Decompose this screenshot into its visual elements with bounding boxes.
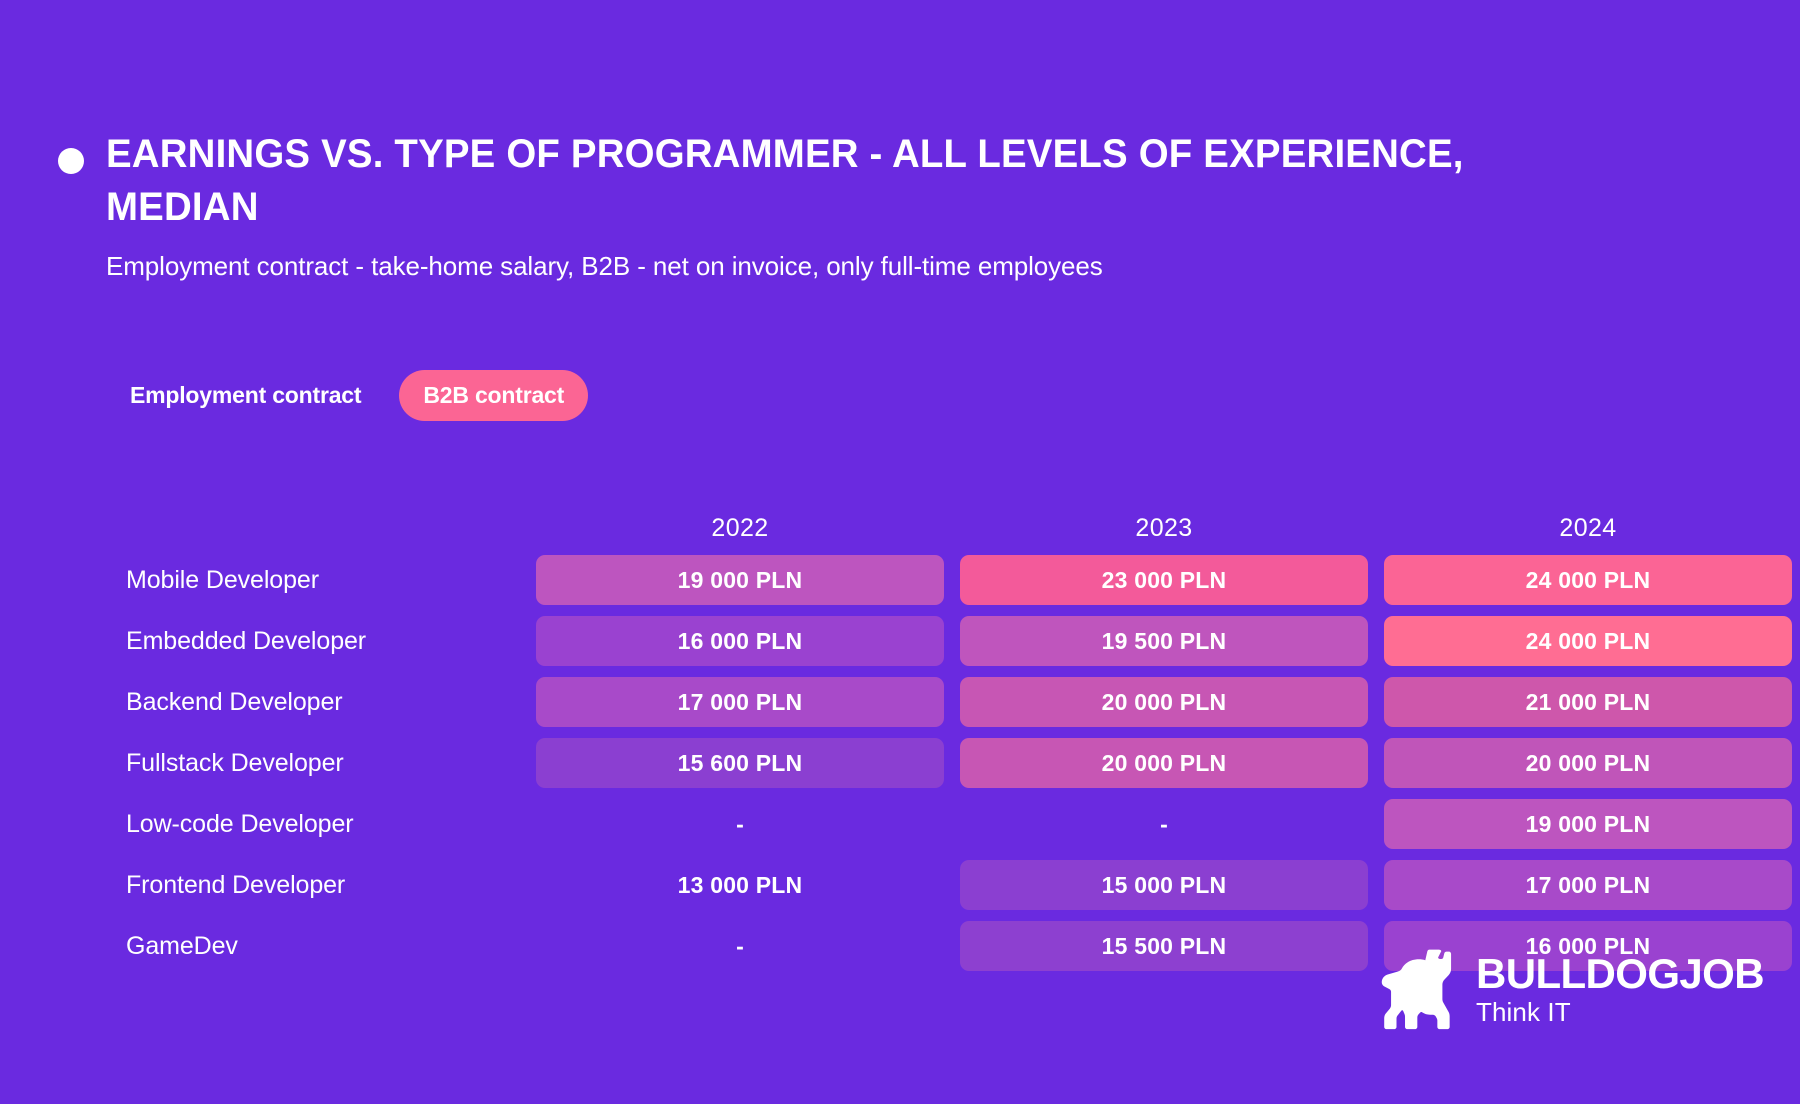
- value-cell: 13 000 PLN: [677, 871, 803, 898]
- value-cell: 16 000 PLN: [1384, 921, 1792, 971]
- value-cell: 15 600 PLN: [536, 738, 944, 788]
- value-cell: -: [1160, 810, 1168, 837]
- table-row: Mobile Developer 19 000 PLN 23 000 PLN 24 0…: [0, 555, 1800, 605]
- table-row: Embedded Developer 16 000 PLN 19 500 PLN 24…: [0, 616, 1800, 666]
- year-header-row: 2022 2023 2024: [0, 495, 1800, 543]
- value-cell: 19 000 PLN: [536, 555, 944, 605]
- table-row: Frontend Developer 13 000 PLN 15 000 PLN 17…: [0, 860, 1800, 910]
- contract-type-tabs: Employment contract B2B contract: [106, 370, 589, 421]
- page-title: EARNINGS VS. TYPE OF PROGRAMMER - ALL LE…: [106, 132, 1464, 230]
- value-cell: 19 000 PLN: [1384, 799, 1792, 849]
- table-row: Backend Developer 17 000 PLN 20 000 PLN 21 …: [0, 677, 1800, 727]
- value-cell: 19 500 PLN: [960, 616, 1368, 666]
- logo-name: BULLDOGJOB: [1475, 949, 1765, 997]
- value-cell: -: [736, 932, 744, 959]
- table-row: Fullstack Developer 15 600 PLN 20 000 PLN 2…: [0, 738, 1800, 788]
- value-cell: 24 000 PLN: [1384, 616, 1792, 666]
- value-cell: 23 000 PLN: [960, 555, 1368, 605]
- title-row: EARNINGS VS. TYPE OF PROGRAMMER - ALL LE…: [58, 128, 1698, 234]
- year-header-2023: 2023: [1135, 514, 1193, 542]
- table-row: Low-code Developer - - 19 000 PLN: [0, 799, 1800, 849]
- row-label: Low-code Developer: [126, 809, 354, 838]
- value-cell: 17 000 PLN: [536, 677, 944, 727]
- table-rows: Mobile Developer 19 000 PLN 23 000 PLN 24 0…: [0, 555, 1800, 971]
- row-label: GameDev: [126, 931, 238, 960]
- row-label: Mobile Developer: [126, 565, 319, 594]
- value-cell: 20 000 PLN: [960, 677, 1368, 727]
- year-header-2022: 2022: [711, 514, 769, 542]
- earnings-table: 2022 2023 2024 Mobile Developer 19 000 PL…: [0, 495, 1800, 982]
- logo-tagline: Think IT: [1475, 997, 1571, 1028]
- value-cell: 17 000 PLN: [1384, 860, 1792, 910]
- row-label: Embedded Developer: [126, 626, 367, 655]
- year-header-2024: 2024: [1559, 514, 1617, 542]
- page-subtitle: Employment contract - take-home salary, …: [106, 251, 1103, 282]
- bullet-dot-icon: [58, 148, 84, 174]
- bulldog-icon: [1381, 949, 1452, 1030]
- value-cell: 20 000 PLN: [960, 738, 1368, 788]
- value-cell: 15 500 PLN: [960, 921, 1368, 971]
- value-cell: 24 000 PLN: [1384, 555, 1792, 605]
- row-label: Backend Developer: [126, 687, 343, 716]
- tab-employment-contract[interactable]: Employment contract: [106, 370, 385, 421]
- row-label: Fullstack Developer: [126, 748, 344, 777]
- value-cell: -: [736, 810, 744, 837]
- tab-b2b-contract[interactable]: B2B contract: [399, 370, 589, 421]
- row-label: Frontend Developer: [126, 870, 346, 899]
- bulldogjob-logo: BULLDOGJOB Think IT: [1380, 948, 1765, 1030]
- value-cell: 21 000 PLN: [1384, 677, 1792, 727]
- value-cell: 15 000 PLN: [960, 860, 1368, 910]
- logo-text: BULLDOGJOB Think IT: [1475, 949, 1765, 1028]
- value-cell: 16 000 PLN: [536, 616, 944, 666]
- table-row: GameDev - 15 500 PLN 16 000 PLN: [0, 921, 1800, 971]
- chart-header: EARNINGS VS. TYPE OF PROGRAMMER - ALL LE…: [58, 128, 1698, 284]
- value-cell: 20 000 PLN: [1384, 738, 1792, 788]
